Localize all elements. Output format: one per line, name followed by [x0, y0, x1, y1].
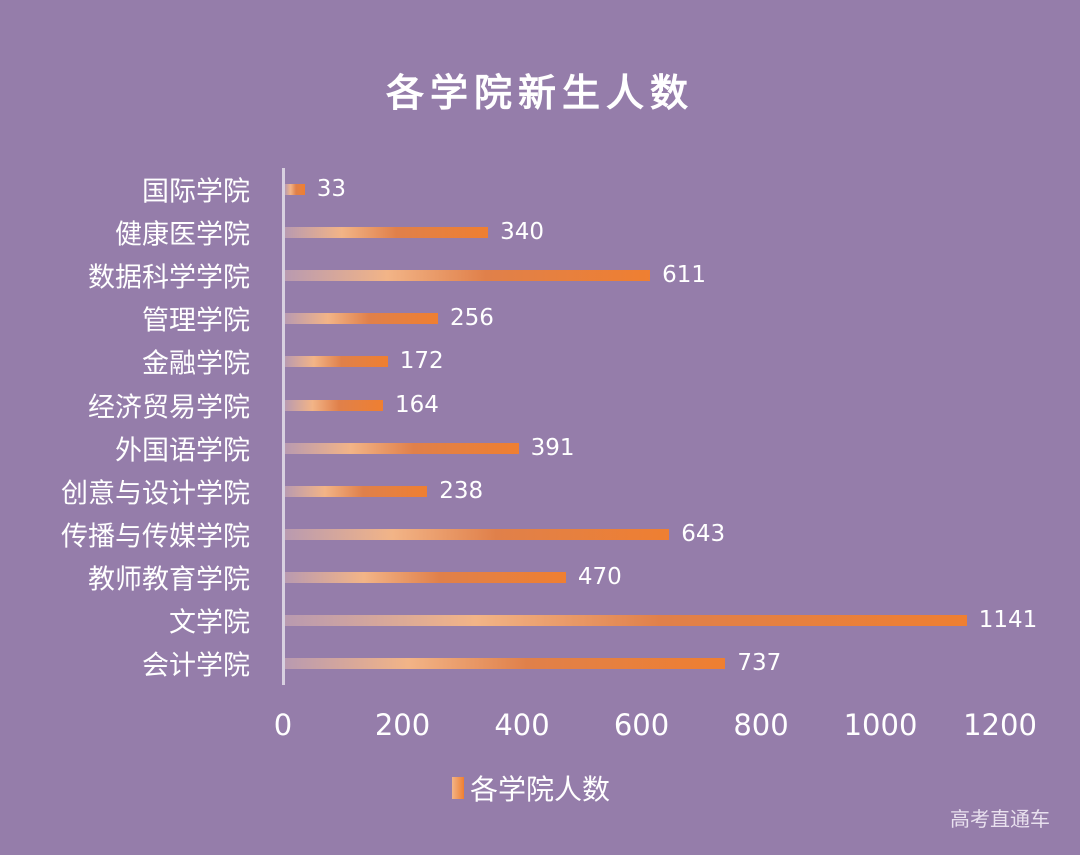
x-tick-label: 0	[273, 708, 293, 742]
category-label: 金融学院	[142, 348, 250, 380]
bar-row: 文学院 1141	[0, 599, 1080, 642]
category-label: 会计学院	[142, 650, 250, 682]
bar-row: 管理学院 256	[0, 297, 1080, 340]
category-label: 文学院	[169, 607, 250, 639]
bar	[285, 615, 967, 626]
value-label: 643	[681, 520, 726, 547]
value-label: 611	[662, 262, 706, 289]
legend-label: 各学院人数	[470, 773, 611, 806]
bar	[285, 313, 438, 325]
bar	[285, 227, 489, 239]
bar	[285, 658, 726, 670]
x-tick-label: 1000	[843, 708, 918, 742]
category-label: 国际学院	[142, 176, 250, 208]
value-label: 238	[439, 477, 484, 504]
legend-swatch-icon	[452, 777, 464, 799]
bar-row: 创意与设计学院 238	[0, 469, 1080, 512]
bar	[285, 356, 388, 368]
bar	[285, 184, 305, 195]
category-label: 数据科学学院	[88, 262, 250, 294]
bar-row: 传播与传媒学院 643	[0, 512, 1080, 555]
value-label: 737	[737, 650, 782, 677]
bar	[285, 571, 566, 583]
value-label: 256	[449, 305, 494, 332]
bar	[285, 399, 383, 411]
value-label: 172	[399, 348, 444, 375]
x-tick-label: 1200	[963, 708, 1037, 742]
value-label: 164	[394, 391, 439, 418]
value-label: 470	[577, 563, 622, 590]
chart-title: 各学院新生人数	[385, 71, 694, 115]
x-tick-label: 400	[494, 708, 550, 742]
x-tick-label: 200	[374, 708, 431, 742]
category-label: 教师教育学院	[88, 564, 250, 596]
bar-row: 国际学院 33	[0, 168, 1080, 211]
bar	[285, 528, 670, 540]
x-tick-label: 600	[613, 708, 670, 742]
category-label: 管理学院	[142, 305, 250, 337]
x-tick-label: 800	[733, 708, 789, 742]
category-label: 创意与设计学院	[61, 478, 250, 510]
bar-row: 金融学院 172	[0, 340, 1080, 383]
category-label: 经济贸易学院	[88, 392, 250, 423]
value-label: 340	[500, 219, 545, 246]
bar-row: 外国语学院 391	[0, 426, 1080, 469]
bar-row: 会计学院 737	[0, 642, 1080, 685]
legend: 各学院人数	[452, 768, 610, 808]
value-label: 1141	[978, 607, 1038, 633]
category-label: 外国语学院	[115, 435, 250, 467]
value-label: 33	[316, 176, 346, 202]
category-label: 传播与传媒学院	[61, 521, 250, 553]
y-axis-line	[282, 168, 285, 685]
bar-row: 经济贸易学院 164	[0, 383, 1080, 426]
bar-row: 教师教育学院 470	[0, 555, 1080, 598]
value-label: 391	[530, 434, 575, 461]
bar	[285, 442, 519, 454]
bar	[285, 485, 428, 497]
bar-row: 数据科学学院 611	[0, 254, 1080, 297]
category-label: 健康医学院	[115, 219, 250, 251]
bar-row: 健康医学院 340	[0, 211, 1080, 254]
watermark: 高考直通车	[950, 807, 1050, 831]
bar	[285, 270, 651, 282]
